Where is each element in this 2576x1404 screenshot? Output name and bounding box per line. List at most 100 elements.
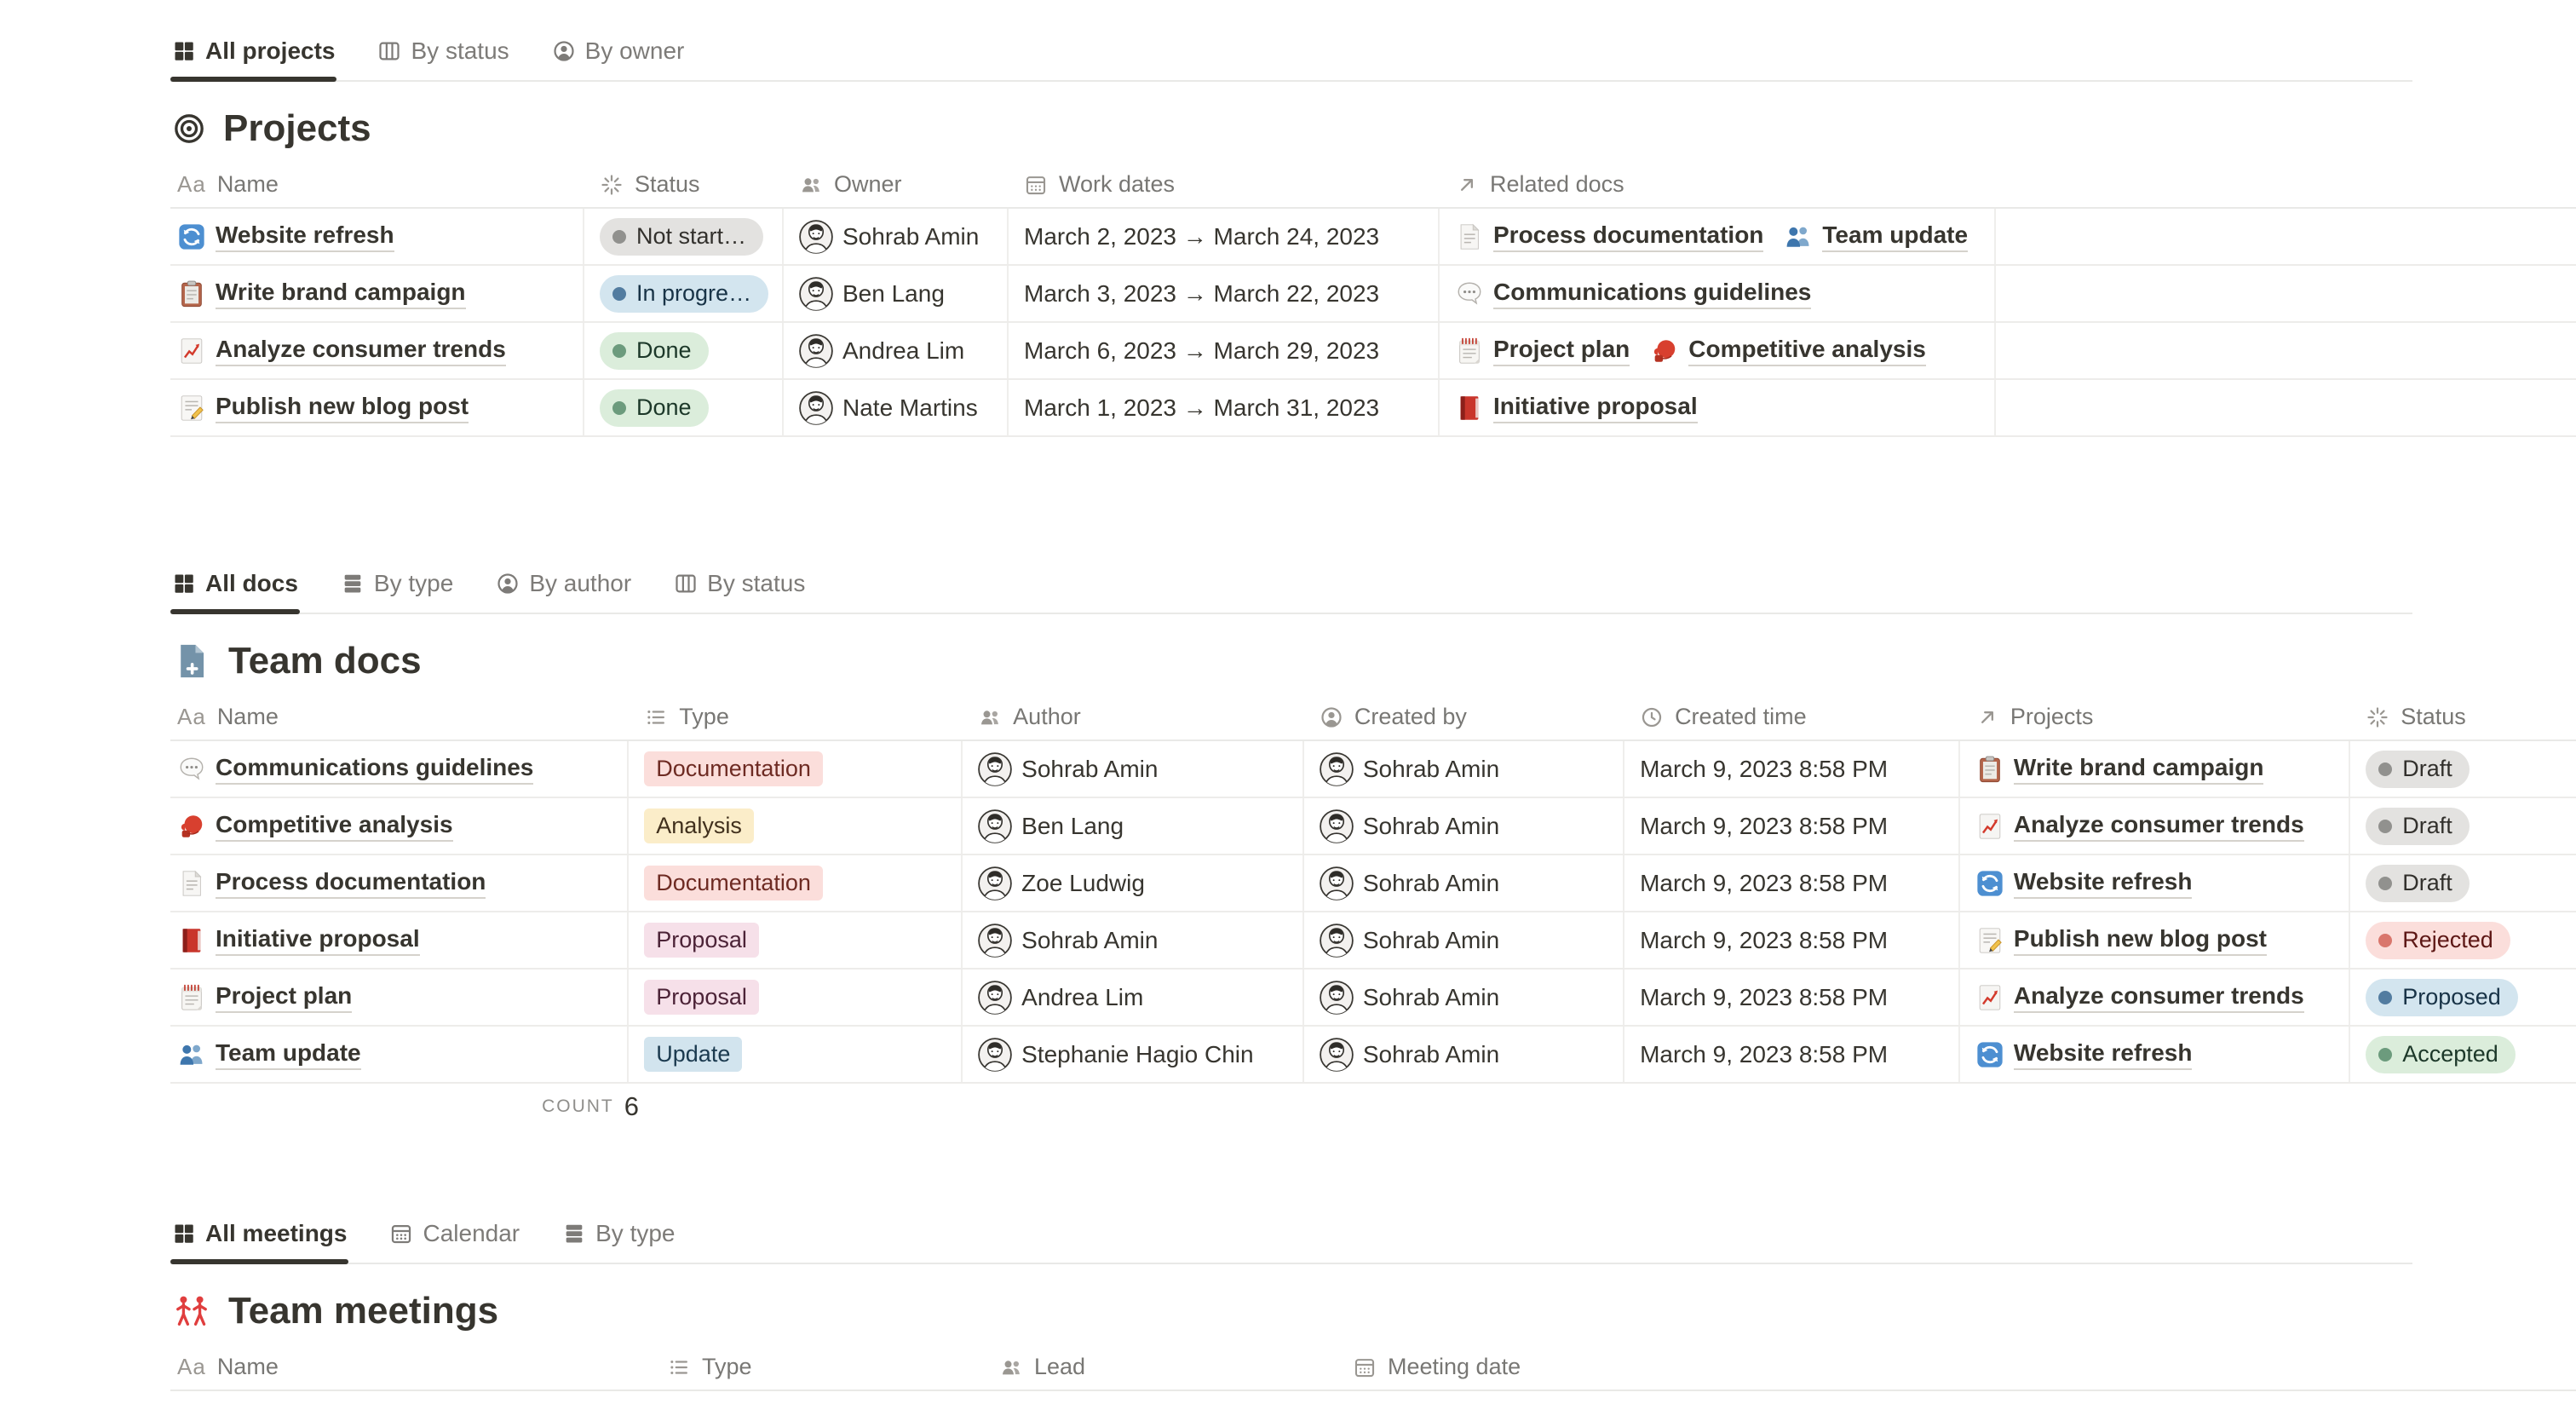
cell-projects[interactable]: Website refresh [1960, 855, 2351, 911]
cell-status[interactable]: Accepted [2350, 1027, 2576, 1082]
cell-status[interactable]: Draft [2350, 798, 2576, 854]
column-header-name[interactable]: Aa Name [170, 1344, 652, 1390]
person-chip[interactable]: Sohrab Amin [799, 219, 979, 254]
relation-link[interactable]: Analyze consumer trends [1975, 811, 2304, 842]
column-header-type[interactable]: Type [629, 694, 963, 739]
cell-author[interactable]: Zoe Ludwig [963, 855, 1304, 911]
person-chip[interactable]: Andrea Lim [799, 333, 964, 368]
tab-all-meetings[interactable]: All meetings [170, 1213, 349, 1264]
tab-all-projects[interactable]: All projects [170, 31, 337, 82]
cell-related-docs[interactable]: Initiative proposal [1440, 380, 1996, 435]
cell-related-docs[interactable]: Project plan Competitive analysis [1440, 323, 1996, 378]
type-tag[interactable]: Documentation [644, 866, 823, 901]
relation-link[interactable]: Process documentation [1455, 222, 1764, 252]
row-name-link[interactable]: Project plan [177, 982, 353, 1013]
tab-by-type[interactable]: By type [561, 1213, 676, 1263]
cell-owner[interactable]: Nate Martins [784, 380, 1009, 435]
cell-related-docs[interactable]: Communications guidelines [1440, 266, 1996, 321]
cell-projects[interactable]: Write brand campaign [1960, 741, 2351, 797]
cell-owner[interactable]: Ben Lang [784, 266, 1009, 321]
status-pill[interactable]: In progre… [600, 274, 769, 313]
column-header-author[interactable]: Author [963, 694, 1304, 739]
cell-created-by[interactable]: Sohrab Amin [1304, 1027, 1625, 1082]
cell-projects[interactable]: Website refresh [1960, 1027, 2351, 1082]
cell-status[interactable]: Proposed [2350, 970, 2576, 1025]
tab-by-status[interactable]: By status [376, 31, 510, 80]
cell-status[interactable]: Done [584, 380, 784, 435]
cell-created-by[interactable]: Sohrab Amin [1304, 741, 1625, 797]
row-name-link[interactable]: Analyze consumer trends [177, 336, 506, 366]
cell-status[interactable]: Draft [2350, 741, 2576, 797]
cell-created-by[interactable]: Sohrab Amin [1304, 970, 1625, 1025]
status-pill[interactable]: Rejected [2366, 921, 2510, 959]
relation-link[interactable]: Publish new blog post [1975, 925, 2267, 956]
cell-author[interactable]: Sohrab Amin [963, 741, 1304, 797]
row-name-link[interactable]: Competitive analysis [177, 811, 453, 842]
cell-created-by[interactable]: Sohrab Amin [1304, 855, 1625, 911]
row-name-link[interactable]: Website refresh [177, 222, 394, 252]
tab-all-docs[interactable]: All docs [170, 563, 300, 614]
cell-projects[interactable]: Analyze consumer trends [1960, 798, 2351, 854]
cell-status[interactable]: In progre… [584, 266, 784, 321]
cell-name[interactable]: Initiative proposal [170, 912, 630, 968]
cell-created-by[interactable]: Sohrab Amin [1304, 798, 1625, 854]
status-pill[interactable]: Not start… [600, 217, 764, 256]
row-name-link[interactable]: Initiative proposal [177, 925, 420, 956]
cell-owner[interactable]: Sohrab Amin [784, 209, 1009, 264]
relation-link[interactable]: Website refresh [1975, 1039, 2193, 1070]
person-chip[interactable]: Stephanie Hagio Chin [978, 1037, 1254, 1072]
cell-status[interactable]: Draft [2350, 855, 2576, 911]
column-header-projects[interactable]: Projects [1960, 694, 2350, 739]
person-chip[interactable]: Ben Lang [978, 808, 1124, 843]
cell-name[interactable]: Write brand campaign [170, 266, 584, 321]
cell-author[interactable]: Ben Lang [963, 798, 1304, 854]
column-header-status[interactable]: Status [2350, 694, 2576, 739]
column-header-related-docs[interactable]: Related docs [1440, 162, 1996, 207]
cell-owner[interactable]: Andrea Lim [784, 323, 1009, 378]
column-header-work-dates[interactable]: Work dates [1009, 162, 1440, 207]
status-pill[interactable]: Done [600, 331, 709, 370]
person-chip[interactable]: Sohrab Amin [1320, 1037, 1499, 1072]
tab-by-owner[interactable]: By owner [550, 31, 687, 80]
status-pill[interactable]: Draft [2366, 807, 2470, 845]
person-chip[interactable]: Sohrab Amin [978, 751, 1158, 786]
cell-type[interactable]: Update [629, 1027, 963, 1082]
relation-link[interactable]: Analyze consumer trends [1975, 982, 2304, 1013]
row-name-link[interactable]: Publish new blog post [177, 393, 469, 423]
column-header-owner[interactable]: Owner [784, 162, 1009, 207]
cell-author[interactable]: Stephanie Hagio Chin [963, 1027, 1304, 1082]
column-header-meeting-date[interactable]: Meeting date [1337, 1344, 1763, 1390]
cell-status[interactable]: Not start… [584, 209, 784, 264]
relation-link[interactable]: Project plan [1455, 336, 1630, 366]
cell-name[interactable]: Communications guidelines [170, 741, 630, 797]
cell-name[interactable]: Competitive analysis [170, 798, 630, 854]
status-pill[interactable]: Accepted [2366, 1035, 2516, 1073]
cell-type[interactable]: Documentation [629, 855, 963, 911]
column-header-type[interactable]: Type [652, 1344, 984, 1390]
person-chip[interactable]: Sohrab Amin [1320, 751, 1499, 786]
status-pill[interactable]: Draft [2366, 750, 2470, 788]
person-chip[interactable]: Sohrab Amin [1320, 866, 1499, 901]
person-chip[interactable]: Ben Lang [799, 276, 945, 311]
tab-by-status[interactable]: By status [672, 563, 807, 613]
count-footer[interactable]: COUNT 6 [170, 1089, 639, 1125]
row-name-link[interactable]: Communications guidelines [177, 754, 534, 785]
tab-by-type[interactable]: By type [339, 563, 455, 613]
relation-link[interactable]: Initiative proposal [1455, 393, 1698, 423]
status-pill[interactable]: Proposed [2366, 978, 2518, 1016]
cell-related-docs[interactable]: Process documentation Team update [1440, 209, 1996, 264]
cell-author[interactable]: Andrea Lim [963, 970, 1304, 1025]
person-chip[interactable]: Sohrab Amin [1320, 808, 1499, 843]
tab-calendar[interactable]: Calendar [388, 1213, 521, 1263]
column-header-status[interactable]: Status [584, 162, 784, 207]
cell-type[interactable]: Analysis [629, 798, 963, 854]
cell-name[interactable]: Process documentation [170, 855, 630, 911]
cell-author[interactable]: Sohrab Amin [963, 912, 1304, 968]
cell-name[interactable]: Team update [170, 1027, 630, 1082]
tab-by-author[interactable]: By author [494, 563, 633, 613]
person-chip[interactable]: Sohrab Amin [1320, 923, 1499, 958]
type-tag[interactable]: Documentation [644, 751, 823, 786]
column-header-name[interactable]: Aa Name [170, 694, 629, 739]
relation-link[interactable]: Competitive analysis [1650, 336, 1926, 366]
relation-link[interactable]: Website refresh [1975, 868, 2193, 899]
